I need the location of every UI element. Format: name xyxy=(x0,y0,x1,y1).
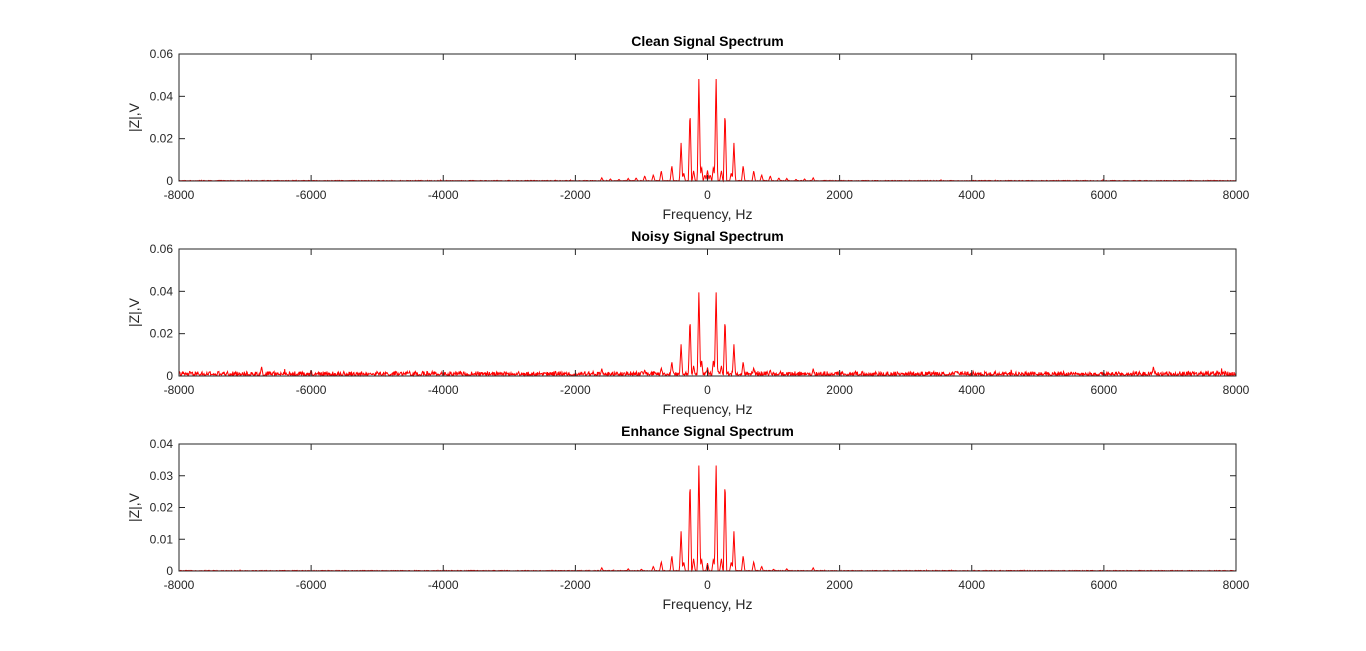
y-tick-label: 0 xyxy=(166,564,173,578)
x-tick-label: -8000 xyxy=(164,578,195,592)
y-tick-label: 0.03 xyxy=(150,469,174,483)
axes-frame xyxy=(178,248,1237,377)
x-tick-label: 4000 xyxy=(958,578,985,592)
y-axis-label: |Z|,V xyxy=(126,102,142,132)
y-tick-label: 0.04 xyxy=(150,284,174,298)
x-tick-label: 8000 xyxy=(1223,383,1250,397)
plot-title: Enhance Signal Spectrum xyxy=(621,423,794,439)
x-tick-label: -8000 xyxy=(164,188,195,202)
x-tick-label: 6000 xyxy=(1091,578,1118,592)
spectrum-line-3 xyxy=(178,465,1237,573)
subplot-1: -8000 -6000 -4000 -2000 0 2000 4000 6000 8000 0 0.… xyxy=(126,33,1250,222)
x-tick-label: -2000 xyxy=(560,188,591,202)
x-tick-label: -6000 xyxy=(296,578,327,592)
plot-title: Noisy Signal Spectrum xyxy=(631,228,783,244)
y-axis-label: |Z|,V xyxy=(126,492,142,522)
plot-title: Clean Signal Spectrum xyxy=(631,33,783,49)
x-tick-label: 6000 xyxy=(1091,188,1118,202)
x-axis-label: Frequency, Hz xyxy=(663,206,753,222)
y-axis-label: |Z|,V xyxy=(126,297,142,327)
y-tick-label: 0.01 xyxy=(150,532,174,546)
y-tick-label: 0.06 xyxy=(150,242,174,256)
x-tick-label: -4000 xyxy=(428,578,459,592)
y-tick-label: 0.02 xyxy=(150,327,174,341)
axes-frame xyxy=(178,53,1237,182)
x-tick-label: -4000 xyxy=(428,383,459,397)
x-tick-label: 0 xyxy=(704,578,711,592)
x-axis-label: Frequency, Hz xyxy=(663,401,753,417)
y-tick-label: 0 xyxy=(166,174,173,188)
x-tick-label: 2000 xyxy=(826,383,853,397)
x-tick-label: 0 xyxy=(704,188,711,202)
x-tick-label: 8000 xyxy=(1223,188,1250,202)
y-tick-label: 0 xyxy=(166,369,173,383)
axes-frame xyxy=(178,443,1237,572)
spectrum-line-1 xyxy=(178,79,1237,183)
x-tick-label: 4000 xyxy=(958,383,985,397)
x-tick-label: -6000 xyxy=(296,188,327,202)
x-tick-label: -8000 xyxy=(164,383,195,397)
x-tick-label: 2000 xyxy=(826,578,853,592)
x-tick-label: 4000 xyxy=(958,188,985,202)
x-tick-label: -2000 xyxy=(560,578,591,592)
x-tick-label: 6000 xyxy=(1091,383,1118,397)
x-tick-label: 2000 xyxy=(826,188,853,202)
x-tick-label: 0 xyxy=(704,383,711,397)
x-tick-label: -2000 xyxy=(560,383,591,397)
x-axis-label: Frequency, Hz xyxy=(663,596,753,612)
y-tick-label: 0.04 xyxy=(150,89,174,103)
x-tick-label: -6000 xyxy=(296,383,327,397)
x-tick-label: -4000 xyxy=(428,188,459,202)
y-tick-label: 0.04 xyxy=(150,437,174,451)
spectrum-line-2 xyxy=(178,292,1237,378)
y-tick-label: 0.02 xyxy=(150,501,174,515)
x-tick-label: 8000 xyxy=(1223,578,1250,592)
y-tick-label: 0.06 xyxy=(150,47,174,61)
subplot-2: -8000 -6000 -4000 -2000 0 2000 4000 6000 8000 0 0.… xyxy=(126,228,1250,417)
subplot-3: -8000 -6000 -4000 -2000 0 2000 4000 6000 8000 0 0.… xyxy=(126,423,1250,612)
y-tick-label: 0.02 xyxy=(150,132,174,146)
